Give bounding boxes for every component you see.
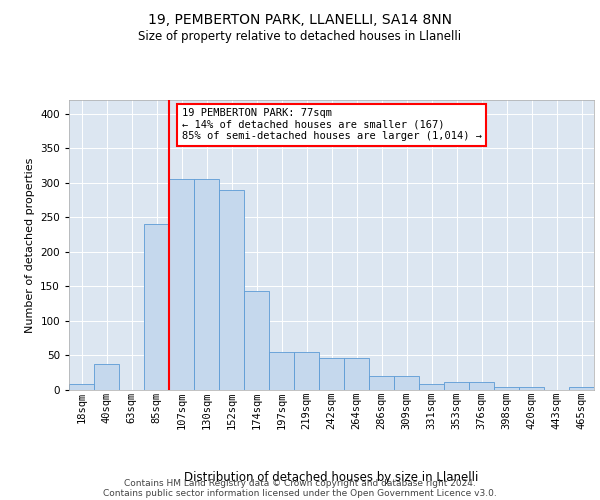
Text: Size of property relative to detached houses in Llanelli: Size of property relative to detached ho… bbox=[139, 30, 461, 43]
Y-axis label: Number of detached properties: Number of detached properties bbox=[25, 158, 35, 332]
Bar bbox=[294, 352, 319, 390]
Bar bbox=[319, 358, 344, 390]
Bar bbox=[569, 387, 594, 390]
Bar bbox=[169, 180, 194, 390]
Bar bbox=[419, 384, 444, 390]
Bar bbox=[369, 376, 394, 390]
Bar bbox=[269, 352, 294, 390]
Bar bbox=[69, 384, 94, 390]
Bar bbox=[244, 292, 269, 390]
Bar bbox=[444, 382, 469, 390]
Bar bbox=[144, 224, 169, 390]
Text: Contains HM Land Registry data © Crown copyright and database right 2024.: Contains HM Land Registry data © Crown c… bbox=[124, 478, 476, 488]
X-axis label: Distribution of detached houses by size in Llanelli: Distribution of detached houses by size … bbox=[184, 470, 479, 484]
Bar bbox=[394, 376, 419, 390]
Text: 19 PEMBERTON PARK: 77sqm
← 14% of detached houses are smaller (167)
85% of semi-: 19 PEMBERTON PARK: 77sqm ← 14% of detach… bbox=[182, 108, 482, 142]
Bar bbox=[469, 382, 494, 390]
Bar bbox=[94, 364, 119, 390]
Bar bbox=[344, 358, 369, 390]
Text: Contains public sector information licensed under the Open Government Licence v3: Contains public sector information licen… bbox=[103, 488, 497, 498]
Bar bbox=[219, 190, 244, 390]
Bar bbox=[494, 386, 519, 390]
Bar bbox=[519, 387, 544, 390]
Text: 19, PEMBERTON PARK, LLANELLI, SA14 8NN: 19, PEMBERTON PARK, LLANELLI, SA14 8NN bbox=[148, 12, 452, 26]
Bar bbox=[194, 180, 219, 390]
